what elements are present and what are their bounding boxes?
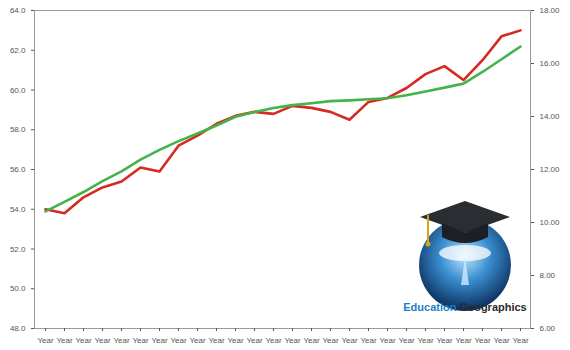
svg-text:Year: Year xyxy=(341,336,358,345)
svg-text:Year: Year xyxy=(56,336,73,345)
svg-text:56.0: 56.0 xyxy=(10,165,26,174)
svg-text:Year: Year xyxy=(265,336,282,345)
svg-text:Year: Year xyxy=(493,336,510,345)
svg-text:Year: Year xyxy=(246,336,263,345)
svg-text:58.0: 58.0 xyxy=(10,125,26,134)
svg-text:Year: Year xyxy=(37,336,54,345)
svg-text:16.00: 16.00 xyxy=(540,59,561,68)
svg-text:Year: Year xyxy=(474,336,491,345)
svg-text:Year: Year xyxy=(512,336,529,345)
svg-text:Year: Year xyxy=(398,336,415,345)
svg-text:Year: Year xyxy=(132,336,149,345)
svg-text:10.00: 10.00 xyxy=(540,218,561,227)
svg-text:Year: Year xyxy=(417,336,434,345)
svg-text:Year: Year xyxy=(455,336,472,345)
svg-text:Year: Year xyxy=(208,336,225,345)
svg-text:6.00: 6.00 xyxy=(540,324,556,333)
svg-text:50.0: 50.0 xyxy=(10,284,26,293)
svg-text:Year: Year xyxy=(322,336,339,345)
svg-text:Year: Year xyxy=(94,336,111,345)
svg-text:14.00: 14.00 xyxy=(540,112,561,121)
svg-text:54.0: 54.0 xyxy=(10,205,26,214)
svg-text:18.00: 18.00 xyxy=(540,6,561,15)
svg-text:Year: Year xyxy=(379,336,396,345)
svg-text:48.0: 48.0 xyxy=(10,324,26,333)
svg-text:Year: Year xyxy=(303,336,320,345)
svg-text:Year: Year xyxy=(360,336,377,345)
svg-text:8.00: 8.00 xyxy=(540,271,556,280)
svg-text:12.00: 12.00 xyxy=(540,165,561,174)
svg-text:Year: Year xyxy=(75,336,92,345)
svg-text:60.0: 60.0 xyxy=(10,86,26,95)
svg-text:62.0: 62.0 xyxy=(10,46,26,55)
svg-text:Year: Year xyxy=(284,336,301,345)
svg-text:64.0: 64.0 xyxy=(10,6,26,15)
svg-text:Year: Year xyxy=(151,336,168,345)
svg-text:Year: Year xyxy=(227,336,244,345)
svg-text:Year: Year xyxy=(436,336,453,345)
svg-text:Year: Year xyxy=(113,336,130,345)
html-text:Education Geographics: Education Geographics xyxy=(403,301,527,313)
svg-text:Year: Year xyxy=(170,336,187,345)
svg-text:Year: Year xyxy=(189,336,206,345)
svg-text:52.0: 52.0 xyxy=(10,245,26,254)
